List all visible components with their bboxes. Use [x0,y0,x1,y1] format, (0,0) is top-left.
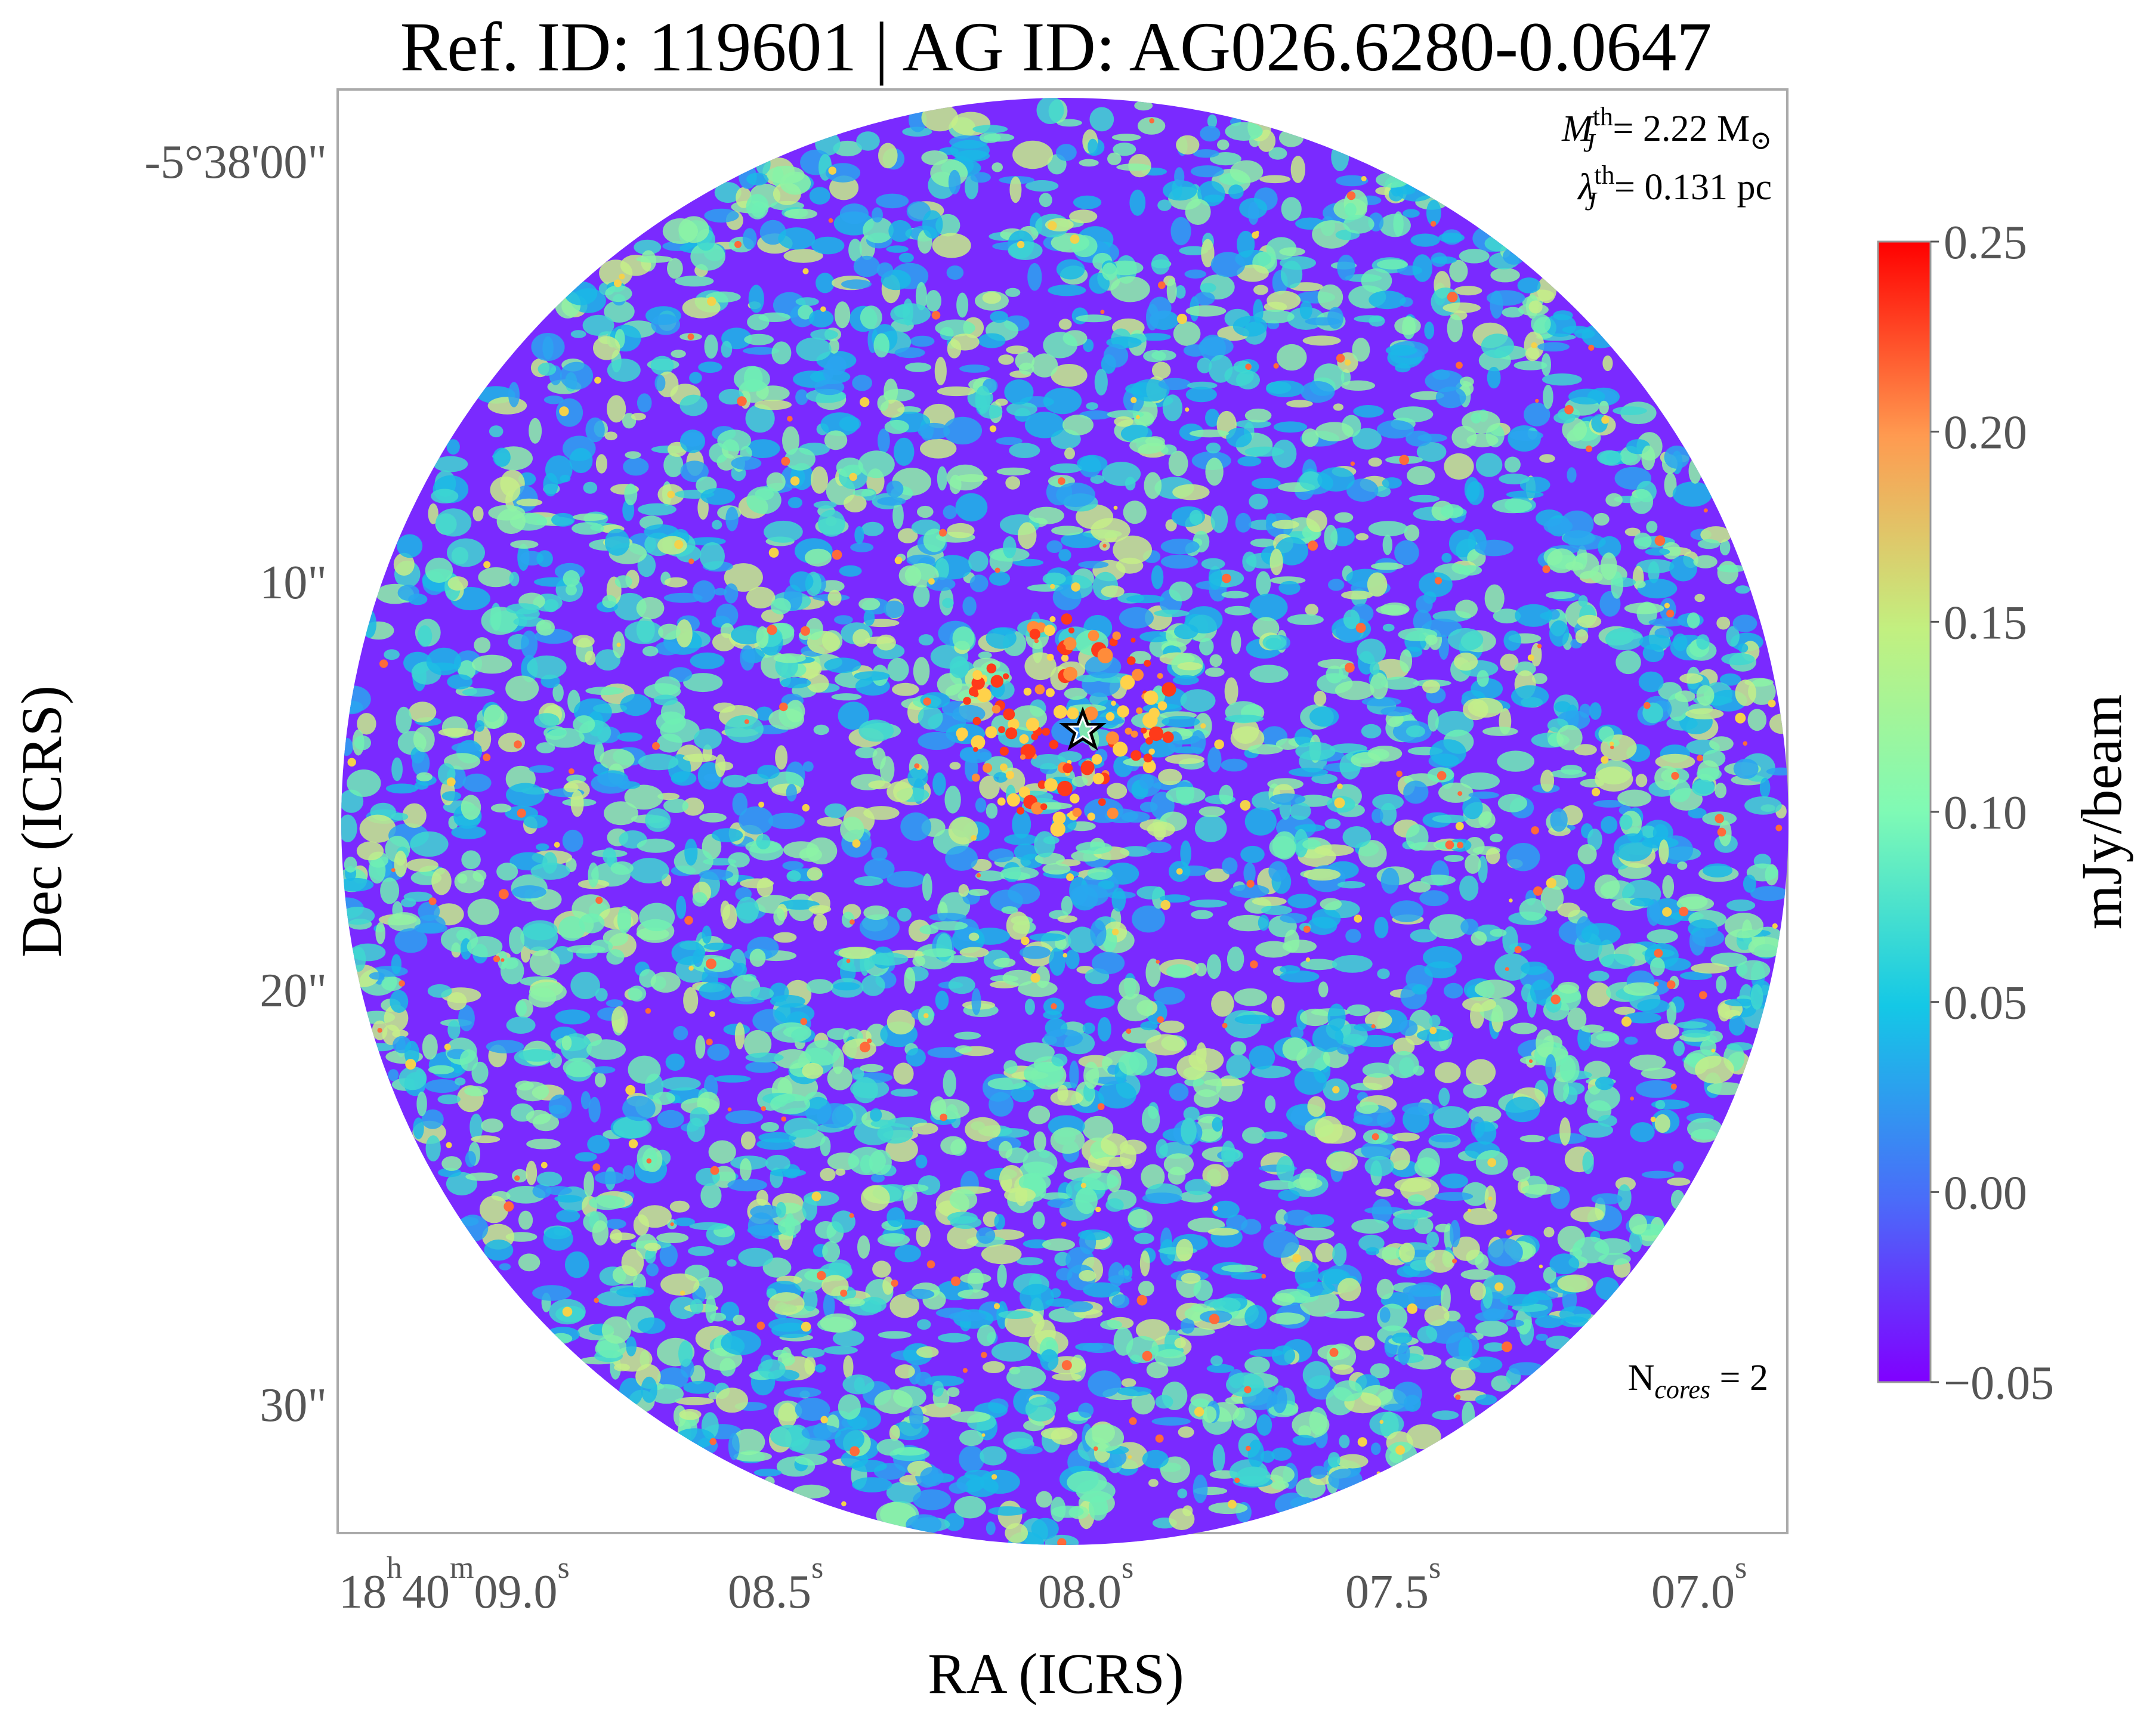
colorbar-tick-label: −0.05 [1944,1357,2054,1410]
y-tick-label: 30" [260,1379,327,1432]
colorbar-tick-label: 0.10 [1944,787,2027,839]
colorbar-tick-label: 0.25 [1944,217,2027,269]
y-tick-label: -5°38'00" [144,136,327,189]
x-tick-label: 07.5s [1345,1551,1441,1618]
jeans-length-annotation: λth J = 0.131 pc [1577,160,1772,216]
x-axis-label: RA (ICRS) [928,1642,1184,1705]
jeans-mass-annotation: Mth J = 2.22 M⊙ [1561,102,1772,157]
colorbar-tick-label: 0.00 [1944,1167,2027,1219]
core-star-marker [1059,706,1107,751]
y-axis: -5°38'00" 10" 20" 30" [144,136,327,1432]
y-axis-label: Dec (ICRS) [10,685,73,957]
colorbar: 0.25 0.20 0.15 0.10 0.05 0.00 −0.05 mJy/beam [1877,217,2133,1410]
x-tick-label: 08.0s [1038,1551,1133,1618]
cores-count-annotation: Ncores = 2 [1628,1358,1768,1404]
x-tick-label: 07.0s [1651,1551,1747,1618]
colorbar-label: mJy/beam [2069,694,2133,930]
core-star-marker-inner [1067,715,1098,744]
colorbar-tick-label: 0.15 [1944,597,2027,649]
x-axis: 18h40m09.0s 08.5s 08.0s 07.5s 07.0s [339,1551,1747,1618]
y-tick-label: 10" [260,557,327,609]
x-tick-label: 08.5s [728,1551,823,1618]
x-tick-label: 18h40m09.0s [339,1551,570,1618]
chart-title: Ref. ID: 119601 | AG ID: AG026.6280-0.06… [400,8,1712,86]
y-tick-label: 20" [260,965,327,1017]
colorbar-tick-label: 0.05 [1944,977,2027,1030]
colorbar-tick-label: 0.20 [1944,407,2027,459]
heatmap-disc [341,98,1789,1545]
colorbar-gradient [1877,240,1932,1383]
